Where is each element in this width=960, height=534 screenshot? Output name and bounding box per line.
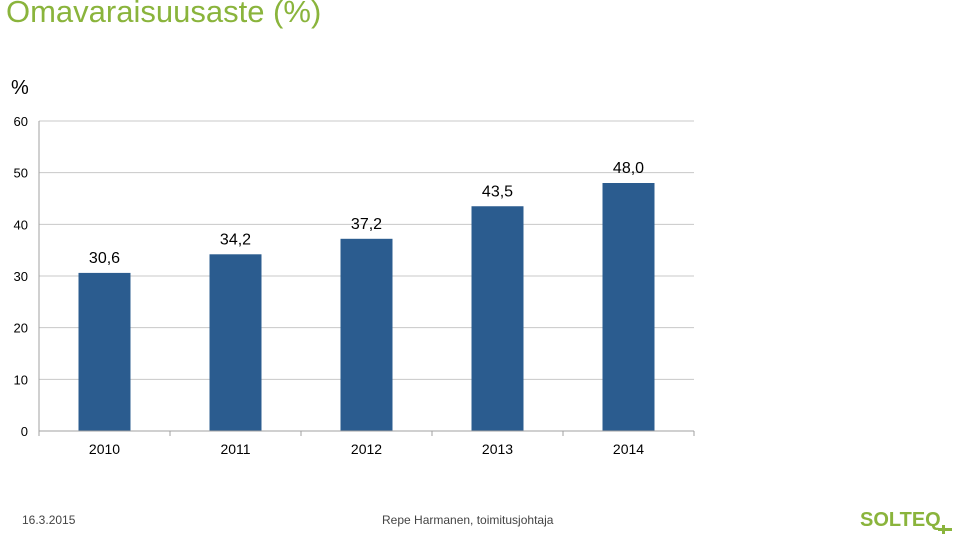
slide-title: Omavaraisuusaste (%) [6,0,322,29]
y-tick-label: 40 [14,217,28,232]
y-tick-label: 60 [14,114,28,129]
solteq-logo: SOLTEQ [860,509,952,534]
x-tick-label: 2010 [89,441,120,457]
y-tick-label: 20 [14,321,28,336]
y-tick-label: 0 [21,424,28,439]
y-axis-label: % [11,77,29,99]
logo-mark-bar [938,528,952,531]
bar-2013 [471,206,524,431]
x-tick-label: 2014 [613,441,644,457]
x-tick-label: 2011 [220,441,250,457]
x-axis: 2010 2011 2012 2013 2014 [38,121,695,457]
bar-2014 [602,183,655,431]
data-label-2013: 43,5 [482,183,513,200]
logo-wordmark: SOLTEQ [860,509,941,531]
y-tick-label: 50 [14,166,28,181]
y-tick-label: 30 [14,269,28,284]
data-label-2011: 34,2 [220,231,251,248]
x-tick-label: 2013 [482,441,513,457]
footer-presenter: Repe Harmanen, toimitusjohtaja [382,513,554,527]
data-label-2014: 48,0 [613,160,644,177]
x-tick-label: 2012 [351,441,382,457]
bar-chart: 0 10 20 30 40 50 60 % 30,6 34,2 37,2 43,5 48,0 201… [11,77,695,457]
y-tick-label: 10 [14,372,28,387]
bar-2012 [340,238,393,431]
data-label-2012: 37,2 [351,216,382,233]
bar-2011 [209,254,262,431]
data-labels: 30,6 34,2 37,2 43,5 48,0 [89,160,644,267]
footer-date: 16.3.2015 [22,513,76,527]
y-axis-ticks: 0 10 20 30 40 50 60 [14,114,28,439]
data-label-2010: 30,6 [89,250,120,267]
bar-2010 [78,272,131,431]
bars [78,183,655,431]
